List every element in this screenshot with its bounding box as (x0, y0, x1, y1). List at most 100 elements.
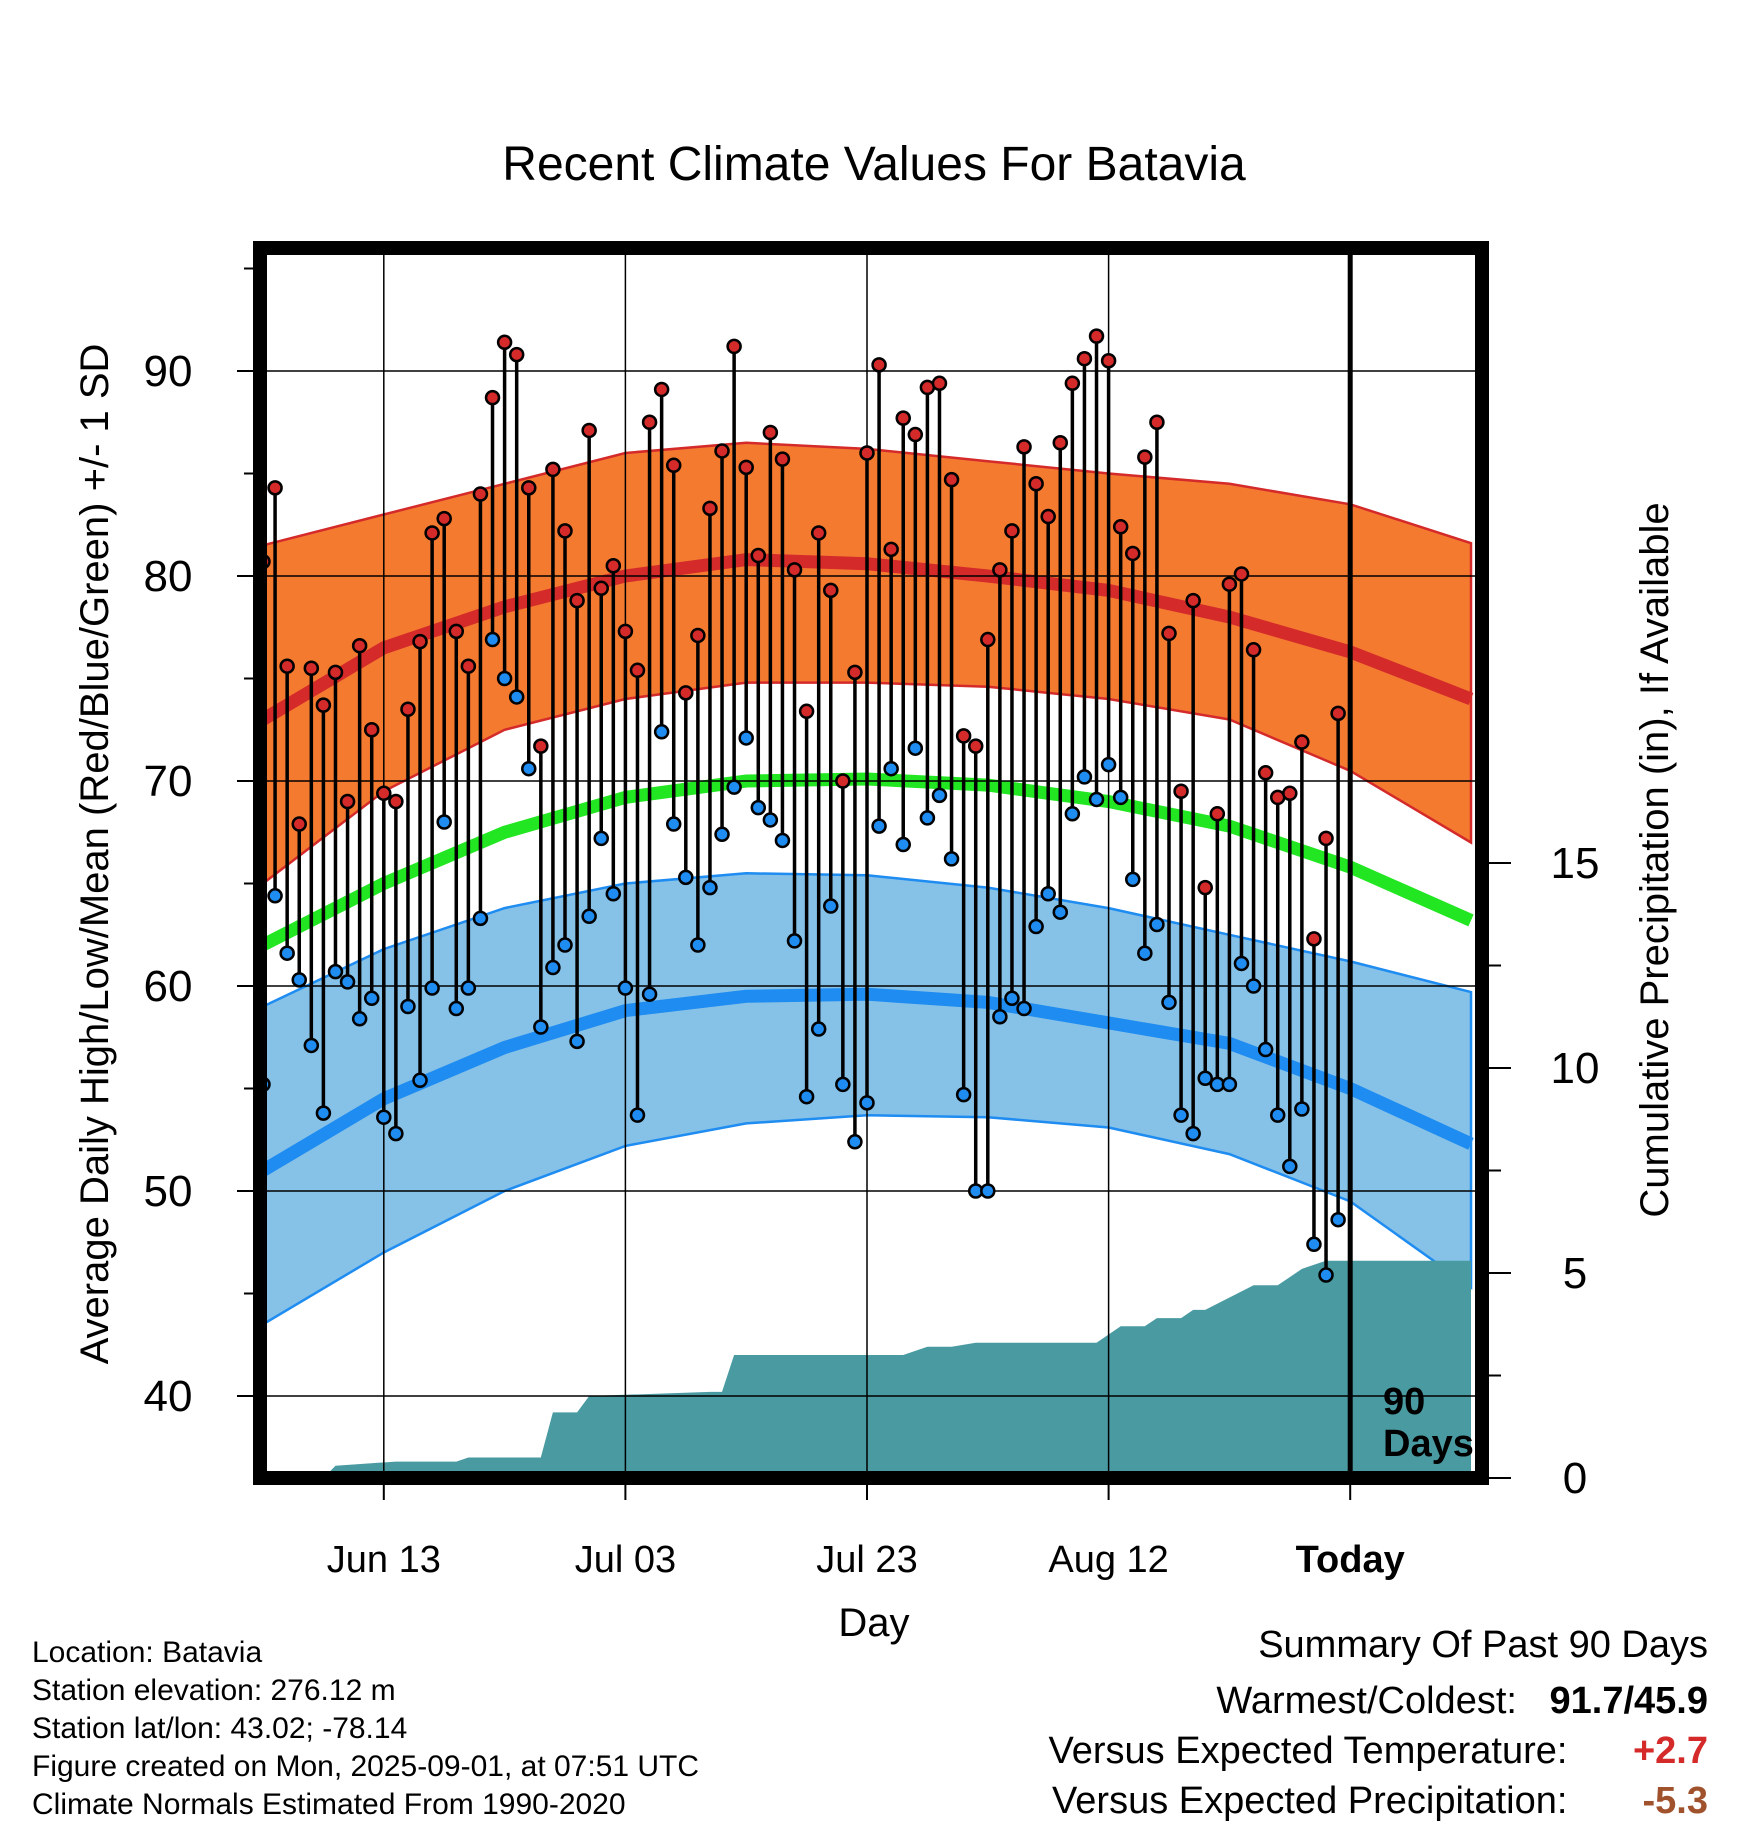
low-point (1064, 806, 1081, 822)
y2-tick-label: 5 (1563, 1249, 1587, 1298)
high-point (690, 627, 706, 644)
y2-tick-label: 0 (1563, 1454, 1587, 1503)
low-point (484, 631, 501, 648)
low-point (291, 972, 307, 988)
low-point (750, 799, 767, 816)
low-point (1185, 1125, 1201, 1142)
high-point (907, 426, 924, 443)
high-point (1318, 830, 1334, 847)
high-point (1040, 508, 1056, 525)
info-normals: Climate Normals Estimated From 1990-2020 (32, 1788, 626, 1821)
low-point (980, 1183, 996, 1199)
high-point (508, 346, 525, 363)
high-point (376, 785, 392, 802)
high-point (835, 773, 851, 789)
low-point (388, 1125, 404, 1142)
low-point (665, 816, 682, 832)
y2-tick-label: 10 (1551, 1044, 1600, 1093)
low-point (376, 1109, 392, 1125)
high-point (750, 547, 767, 564)
station-info: Location: Batavia Station elevation: 276… (32, 1634, 699, 1824)
high-point (472, 486, 489, 502)
low-point (1076, 769, 1093, 785)
high-point (798, 703, 815, 720)
high-point (315, 697, 332, 713)
x-tick-label: Today (1296, 1539, 1405, 1581)
high-point (665, 457, 682, 474)
low-point (605, 886, 622, 902)
summary-temperature: Versus Expected Temperature: +2.7 (1049, 1730, 1708, 1773)
high-point (641, 414, 658, 430)
high-point (363, 722, 380, 738)
high-point (1149, 414, 1165, 430)
low-point (303, 1037, 320, 1054)
high-point (1137, 449, 1153, 465)
high-point (291, 816, 307, 832)
high-point (980, 631, 996, 648)
info-created: Figure created on Mon, 2025-09-01, at 07… (32, 1750, 700, 1783)
low-point (931, 787, 948, 804)
high-point (1221, 576, 1238, 592)
low-point (955, 1086, 972, 1103)
y-axis-label: Average Daily High/Low/Mean (Red/Blue/Gr… (73, 344, 117, 1365)
high-point (1209, 806, 1226, 822)
x-tick-label: Jun 13 (327, 1539, 441, 1581)
high-point (762, 424, 779, 441)
low-point (460, 980, 477, 996)
high-point (859, 445, 875, 461)
high-point (883, 541, 899, 558)
low-point (557, 937, 573, 953)
low-point (678, 869, 694, 886)
low-point (1269, 1107, 1286, 1123)
x-tick-label: Jul 03 (575, 1539, 676, 1581)
low-point (581, 908, 597, 925)
high-point (1257, 765, 1274, 781)
high-point (871, 357, 887, 373)
summary-warmest-value: 91.7/45.9 (1549, 1680, 1708, 1722)
low-point (907, 740, 924, 756)
high-point (388, 793, 404, 810)
x-tick-label: Jul 23 (816, 1539, 917, 1581)
high-point (533, 738, 549, 754)
high-point (400, 701, 416, 717)
high-point (931, 375, 948, 392)
high-point (617, 623, 634, 640)
low-point (1173, 1107, 1189, 1123)
low-point (1016, 1000, 1032, 1017)
low-point (714, 826, 730, 843)
low-point (1004, 990, 1020, 1007)
low-point (315, 1105, 332, 1121)
summary-precip-label: Versus Expected Precipitation: (1052, 1780, 1568, 1822)
high-point (1112, 519, 1129, 535)
y2-tick-label: 15 (1551, 839, 1600, 888)
high-point (1173, 783, 1189, 799)
low-point (943, 851, 960, 867)
high-point (786, 562, 803, 578)
low-point (1221, 1076, 1238, 1093)
today-window-label: 90 Days (1383, 1381, 1474, 1465)
high-point (1016, 439, 1032, 455)
x-axis-label: Day (838, 1601, 909, 1645)
low-point (1257, 1041, 1274, 1058)
high-point (943, 471, 960, 488)
summary-heading: Summary Of Past 90 Days (1258, 1624, 1708, 1666)
low-point (1282, 1158, 1298, 1175)
high-point (1028, 476, 1044, 492)
low-point (1137, 945, 1153, 961)
low-point (1233, 955, 1250, 972)
high-point (1004, 523, 1020, 539)
low-point (412, 1072, 428, 1089)
low-point (895, 836, 911, 853)
high-point (847, 664, 863, 681)
low-point (1028, 918, 1044, 935)
low-point (496, 670, 513, 687)
summary-temp-label: Versus Expected Temperature: (1048, 1730, 1568, 1772)
high-point (1306, 931, 1322, 947)
low-point (424, 980, 440, 996)
low-point (436, 814, 452, 830)
info-elevation: Station elevation: 276.12 m (32, 1674, 396, 1707)
low-point (1100, 756, 1117, 773)
high-point (581, 422, 597, 439)
high-point (557, 523, 573, 539)
